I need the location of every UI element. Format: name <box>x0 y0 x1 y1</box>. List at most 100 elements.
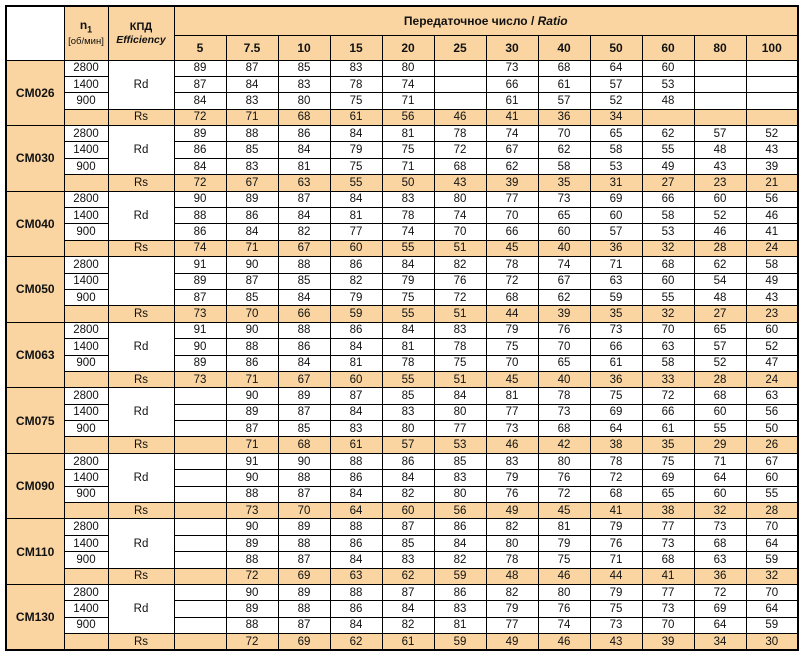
efficiency-value: 60 <box>745 469 799 487</box>
efficiency-value: 73 <box>173 370 227 389</box>
efficiency-value: 84 <box>173 92 227 110</box>
efficiency-value: 62 <box>693 256 747 274</box>
rs-label-cell: Rs <box>107 370 175 389</box>
efficiency-value: 73 <box>485 420 539 438</box>
efficiency-value: 41 <box>589 502 643 520</box>
efficiency-value: 85 <box>277 59 331 77</box>
efficiency-value <box>173 518 227 536</box>
efficiency-value: 71 <box>693 452 747 471</box>
rpm-cell: 900 <box>63 288 109 307</box>
efficiency-value: 56 <box>381 108 435 127</box>
efficiency-value: 85 <box>381 387 435 405</box>
efficiency-value: 53 <box>589 157 643 176</box>
rd-label-cell: Rd <box>107 518 175 569</box>
efficiency-value: 81 <box>329 207 383 225</box>
speed-row: 1400 89 88 86 85 84 80 79 76 73 68 64 <box>6 534 799 553</box>
efficiency-value: 76 <box>537 321 591 340</box>
rs-empty-cell <box>63 633 109 651</box>
efficiency-value: 86 <box>277 125 331 143</box>
efficiency-value: 64 <box>589 420 643 438</box>
efficiency-value: 46 <box>537 567 591 586</box>
efficiency-value: 87 <box>381 518 435 536</box>
speed-header-unit: [об/мин] <box>68 36 104 48</box>
efficiency-value: 61 <box>329 436 383 454</box>
efficiency-value: 84 <box>381 469 435 487</box>
efficiency-value: 84 <box>329 551 383 569</box>
efficiency-value: 48 <box>693 288 747 307</box>
efficiency-value: 87 <box>173 75 227 94</box>
efficiency-value: 87 <box>225 420 279 438</box>
rs-row: Rs 73 71 67 60 55 51 45 40 36 33 28 24 <box>6 370 799 389</box>
speed-row: CM050 2800 91 90 88 86 84 82 78 74 71 68 62 58 <box>5 256 799 323</box>
efficiency-value: 86 <box>173 223 227 241</box>
efficiency-value: 78 <box>485 551 539 569</box>
efficiency-value: 55 <box>641 288 695 307</box>
efficiency-value: 80 <box>537 452 591 471</box>
rpm-cell: 1400 <box>63 207 109 225</box>
speed-row: 1400 90 88 86 84 83 79 76 72 69 64 60 <box>6 469 799 487</box>
efficiency-value <box>173 502 227 520</box>
efficiency-value: 66 <box>277 305 331 323</box>
efficiency-value: 78 <box>381 354 435 372</box>
efficiency-value: 64 <box>745 534 799 553</box>
rpm-cell: 2800 <box>63 387 109 405</box>
efficiency-value: 75 <box>537 551 591 569</box>
efficiency-value: 84 <box>433 534 487 553</box>
efficiency-value: 74 <box>433 207 487 225</box>
efficiency-value <box>173 600 227 618</box>
rpm-cell: 1400 <box>63 75 109 94</box>
efficiency-value: 38 <box>641 502 695 520</box>
efficiency-value: 72 <box>589 469 643 487</box>
efficiency-value: 60 <box>641 272 695 290</box>
rd-label-cell: Rd <box>107 452 175 504</box>
efficiency-value <box>173 567 227 586</box>
efficiency-value: 87 <box>225 59 279 77</box>
efficiency-value: 60 <box>381 502 435 520</box>
efficiency-value: 43 <box>433 174 487 192</box>
efficiency-value: 64 <box>745 600 799 618</box>
efficiency-value: 68 <box>537 59 591 77</box>
efficiency-value: 78 <box>537 387 591 405</box>
efficiency-value: 88 <box>329 518 383 536</box>
efficiency-value: 72 <box>225 633 279 651</box>
efficiency-value: 86 <box>329 534 383 553</box>
efficiency-value: 68 <box>641 551 695 569</box>
rpm-cell: 2800 <box>63 190 109 209</box>
header-row-top: n1 [об/мин] КПД Efficiency Передаточное … <box>5 5 799 61</box>
ratio-header-cell: 7.5 <box>225 34 279 61</box>
rpm-cell: 2800 <box>63 583 109 602</box>
efficiency-value: 81 <box>381 125 435 143</box>
efficiency-value: 50 <box>381 174 435 192</box>
ratio-header-cell: 40 <box>537 34 591 61</box>
efficiency-value: 72 <box>693 583 747 602</box>
efficiency-value: 28 <box>745 502 799 520</box>
efficiency-value: 58 <box>537 157 591 176</box>
efficiency-value: 24 <box>745 370 799 389</box>
efficiency-value: 55 <box>693 420 747 438</box>
efficiency-value: 91 <box>225 452 279 471</box>
efficiency-value <box>745 75 799 94</box>
rpm-cell: 2800 <box>63 321 109 340</box>
efficiency-value: 50 <box>745 420 799 438</box>
efficiency-value: 65 <box>641 485 695 504</box>
ratio-header-cell: 5 <box>173 34 227 61</box>
efficiency-value: 86 <box>225 354 279 372</box>
efficiency-value: 85 <box>433 452 487 471</box>
efficiency-value <box>173 452 227 471</box>
efficiency-value <box>745 108 799 127</box>
efficiency-value: 84 <box>329 616 383 635</box>
speed-row: 1400 87 84 83 78 74 66 61 57 53 <box>6 75 799 94</box>
speed-row: 900 86 84 82 77 74 70 66 60 57 53 46 41 <box>6 223 799 241</box>
efficiency-value: 58 <box>589 141 643 159</box>
rpm-cell: 900 <box>63 485 109 504</box>
rs-empty-cell <box>63 370 109 389</box>
efficiency-value: 83 <box>485 452 539 471</box>
rs-label-cell: Rs <box>107 567 175 586</box>
efficiency-value: 73 <box>641 600 695 618</box>
efficiency-value: 84 <box>277 207 331 225</box>
efficiency-value: 49 <box>641 157 695 176</box>
efficiency-value: 29 <box>693 436 747 454</box>
efficiency-value: 32 <box>745 567 799 586</box>
efficiency-value: 41 <box>745 223 799 241</box>
efficiency-value: 76 <box>485 485 539 504</box>
